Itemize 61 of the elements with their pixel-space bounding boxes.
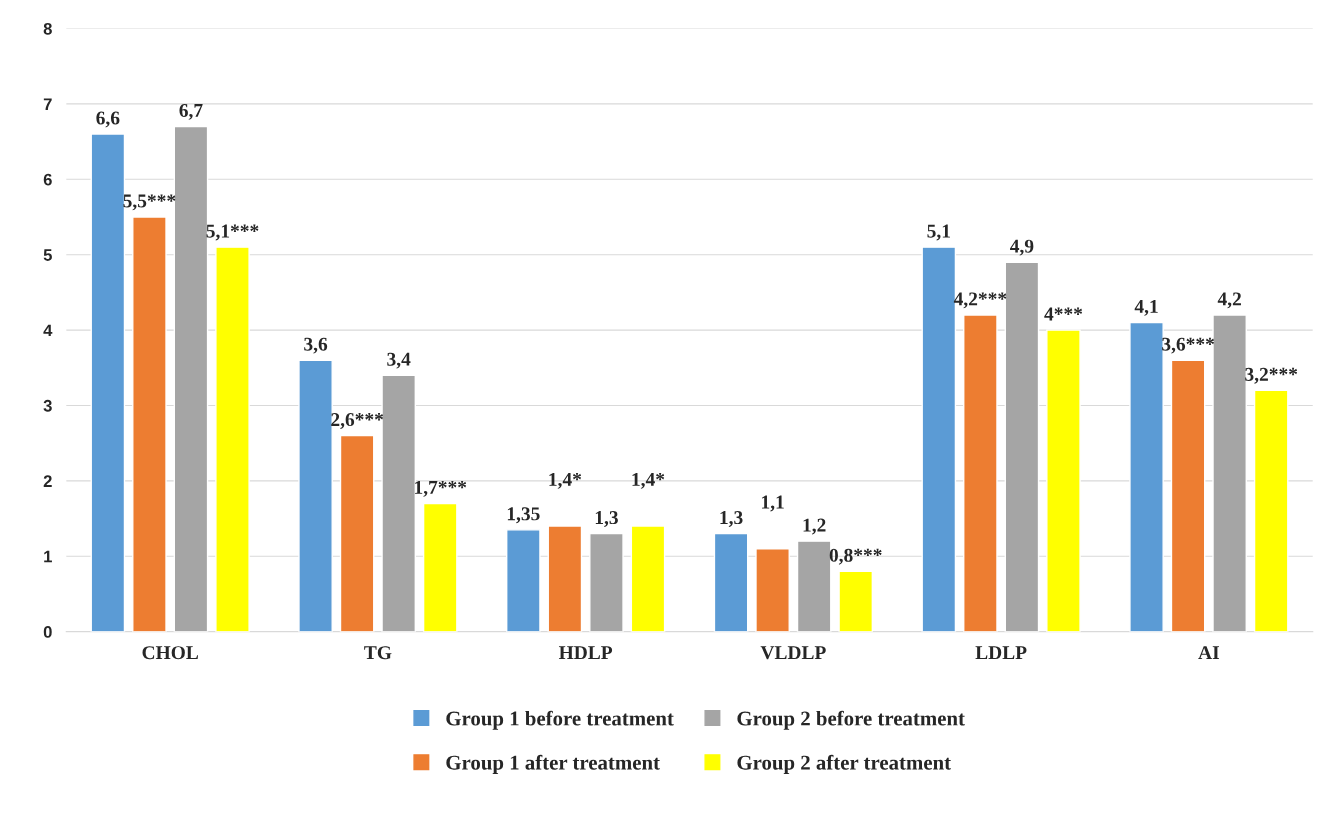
x-tick-label: TG (364, 646, 392, 660)
data-label: 1,2 (803, 518, 826, 535)
bar (1170, 359, 1206, 632)
y-tick-label: 1 (44, 550, 52, 563)
bar (1046, 329, 1081, 632)
legend-label: Group 2 after treatment (737, 754, 951, 774)
data-label: 4,1 (1134, 300, 1158, 316)
bar (1004, 261, 1040, 632)
y-tick-label: 0 (43, 626, 52, 638)
bar (963, 314, 998, 632)
x-tick-label: CHOL (142, 646, 198, 660)
y-tick-label: 4 (43, 324, 53, 337)
data-label: 1,35 (507, 507, 540, 524)
bar (339, 434, 375, 632)
data-label: 4,9 (1010, 239, 1034, 256)
y-tick-label: 8 (43, 22, 52, 35)
data-label: 1,1 (762, 495, 784, 512)
data-label: 4,2 (1217, 292, 1241, 309)
data-label: 0,8*** (829, 548, 882, 565)
bar (1129, 321, 1164, 632)
y-tick-label: 6 (43, 173, 52, 186)
data-label: 1,3 (595, 511, 618, 527)
bar (755, 548, 790, 632)
bar (838, 570, 874, 632)
bar (381, 374, 416, 632)
data-label: 3,4 (387, 352, 411, 369)
data-label: 3,2*** (1245, 367, 1298, 384)
data-label: 3,6*** (1162, 337, 1215, 354)
x-tick-label: VLDLP (760, 646, 826, 660)
data-label: 1,7*** (415, 480, 467, 497)
data-label: 1,4* (549, 472, 582, 489)
data-label: 6,6 (96, 111, 120, 128)
bar (1212, 314, 1247, 632)
legend-label: Group 1 after treatment (446, 754, 660, 774)
bar (422, 502, 458, 632)
bar (589, 532, 624, 632)
bar (713, 532, 749, 632)
data-label: 3,6 (304, 337, 328, 354)
data-label: 4*** (1044, 307, 1083, 321)
y-tick-label: 7 (43, 98, 52, 110)
x-tick-label: LDLP (975, 646, 1027, 660)
bar (547, 525, 583, 632)
data-label: 2,6*** (331, 413, 384, 429)
bar (506, 529, 541, 632)
data-label: 5,1 (927, 224, 950, 241)
y-tick-label: 2 (43, 475, 52, 487)
bar (132, 216, 167, 632)
x-tick-label: HDLP (558, 646, 613, 660)
legend-label: Group 2 before treatment (737, 710, 965, 730)
bar (1253, 389, 1289, 632)
y-tick-label: 5 (43, 249, 52, 261)
data-label: 1,4* (632, 472, 665, 489)
data-label: 5,1*** (206, 224, 259, 241)
bar (630, 525, 666, 632)
bar (298, 359, 333, 632)
data-label: 6,7 (179, 103, 203, 120)
bar (215, 246, 250, 632)
data-label: 1,3 (720, 511, 743, 527)
y-tick-label: 3 (43, 399, 52, 412)
legend-label: Group 1 before treatment (446, 710, 674, 730)
x-tick-label: AI (1198, 646, 1220, 660)
